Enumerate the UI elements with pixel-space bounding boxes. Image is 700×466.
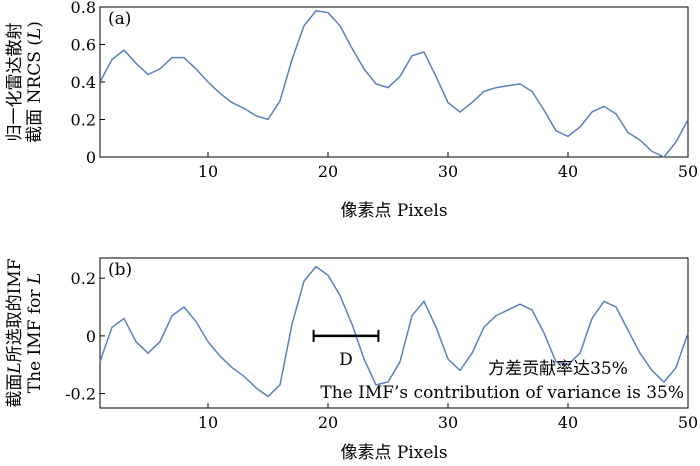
panel-b-xlabel: 像素点 Pixels — [340, 443, 447, 463]
panel-b-ylabel-line2: The IMF for L — [25, 273, 45, 393]
panel-b-label: (b) — [108, 260, 132, 280]
variance-annotation-en: The IMF’s contribution of variance is 35… — [320, 383, 684, 403]
panel-a-ticks: 10 20 30 40 50 0 0.2 0.4 0.6 0.8 — [71, 0, 699, 181]
panel-b-ytick-label: 0.2 — [71, 269, 96, 288]
panel-b-xtick-label: 20 — [318, 413, 338, 432]
panel-b-ticks: 10 20 30 40 50 -0.2 0 0.2 — [65, 269, 698, 432]
panel-b-series-line — [99, 265, 689, 398]
panel-b-xtick-label: 30 — [438, 413, 458, 432]
panel-a: 10 20 30 40 50 0 0.2 0.4 0.6 0.8 (a) 像素点 Pixels 归… — [5, 0, 698, 221]
panel-a-ylabel-var: L — [25, 28, 45, 40]
panel-a-xlabel: 像素点 Pixels — [340, 201, 447, 221]
panel-a-label: (a) — [108, 9, 131, 29]
panel-b-xtick-label: 40 — [558, 413, 578, 432]
panel-a-xtick-label: 30 — [438, 162, 458, 181]
panel-b-ylabel-prefix: 截面 — [5, 374, 25, 408]
panel-a-ytick-label: 0 — [86, 148, 96, 167]
panel-b-xtick-label: 50 — [678, 413, 698, 432]
panel-b: 10 20 30 40 50 -0.2 0 0.2 D (b) 方差贡献率达35% The I… — [5, 257, 698, 463]
panel-a-ytick-label: 0.4 — [71, 73, 96, 92]
panel-b-ylabel-suffix: 所选取的IMF — [5, 258, 25, 362]
panel-a-ylabel-line2: 截面 NRCS (L) — [25, 21, 45, 143]
panel-b-ylabel-var: L — [5, 362, 25, 374]
panel-a-series-line — [99, 9, 689, 158]
panel-b-xtick-label: 10 — [198, 413, 218, 432]
panel-a-xtick-label: 10 — [198, 162, 218, 181]
panel-a-ytick-label: 0.6 — [71, 36, 96, 55]
panel-a-xtick-label: 50 — [678, 162, 698, 181]
panel-a-ytick-label: 0.2 — [71, 111, 96, 130]
panel-a-ytick-label: 0.8 — [71, 0, 96, 17]
panel-b-ylabel-line1: 截面L所选取的IMF — [5, 258, 25, 407]
panel-b-d-marker: D — [312, 329, 380, 370]
panel-b-ylabel2-prefix: The IMF for — [25, 284, 45, 393]
panel-a-ylabel-suffix: ) — [25, 21, 45, 28]
panel-b-ytick-label: -0.2 — [65, 385, 96, 404]
panel-b-ylabel2-var: L — [25, 273, 45, 285]
variance-annotation-zh: 方差贡献率达35% — [488, 359, 628, 379]
d-marker-label: D — [339, 350, 353, 370]
panel-a-ylabel-line1: 归一化雷达散射 — [5, 23, 25, 142]
panel-a-ylabel-prefix: 截面 NRCS ( — [25, 39, 45, 143]
panel-a-xtick-label: 40 — [558, 162, 578, 181]
panel-a-xtick-label: 20 — [318, 162, 338, 181]
panel-b-ytick-label: 0 — [86, 327, 96, 346]
